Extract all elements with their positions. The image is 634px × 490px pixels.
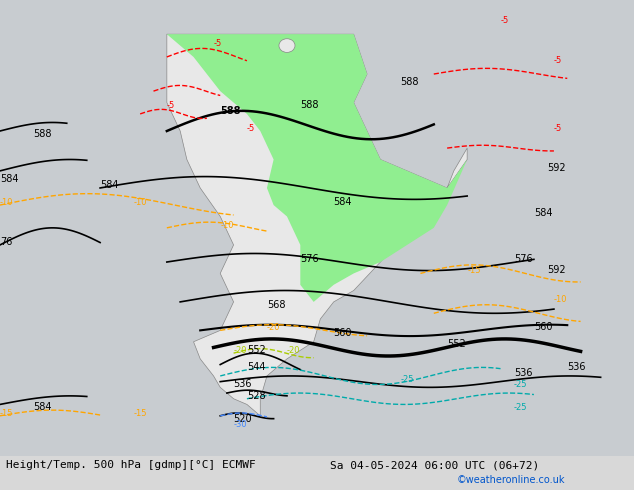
Text: -5: -5	[554, 124, 562, 133]
Text: 560: 560	[333, 328, 352, 338]
Text: 552: 552	[447, 340, 466, 349]
Text: 592: 592	[547, 266, 566, 275]
Polygon shape	[167, 34, 467, 416]
Text: -10: -10	[220, 221, 234, 230]
Text: 584: 584	[100, 180, 119, 190]
Text: 584: 584	[333, 197, 352, 207]
Text: 576: 576	[514, 254, 533, 264]
Text: -20: -20	[287, 346, 301, 355]
Text: 76: 76	[0, 237, 13, 247]
Text: 588: 588	[220, 106, 241, 116]
Text: -25: -25	[401, 375, 414, 384]
Text: 536: 536	[233, 379, 252, 390]
Text: -20: -20	[267, 323, 280, 332]
Text: -30: -30	[233, 420, 247, 429]
Text: 536: 536	[514, 368, 533, 378]
Text: 584: 584	[34, 402, 52, 412]
Text: 560: 560	[534, 322, 552, 332]
Text: 552: 552	[247, 345, 266, 355]
Text: 588: 588	[401, 77, 419, 87]
Text: -5: -5	[214, 39, 222, 48]
Text: -15: -15	[467, 267, 481, 275]
Text: 520: 520	[233, 414, 252, 423]
Text: -5: -5	[167, 101, 175, 110]
Text: -10: -10	[134, 198, 147, 207]
Text: -5: -5	[247, 124, 255, 133]
Text: -5: -5	[500, 16, 508, 25]
Text: -25: -25	[514, 380, 527, 390]
Text: -5: -5	[554, 56, 562, 65]
Text: -10: -10	[0, 198, 13, 207]
Text: Height/Temp. 500 hPa [gdmp][°C] ECMWF: Height/Temp. 500 hPa [gdmp][°C] ECMWF	[6, 461, 256, 470]
Text: -25: -25	[514, 403, 527, 412]
Text: 588: 588	[34, 129, 52, 139]
Text: 584: 584	[0, 174, 18, 184]
Text: 536: 536	[567, 362, 586, 372]
Text: -10: -10	[554, 295, 567, 304]
Text: -20: -20	[233, 346, 247, 355]
Text: -15: -15	[134, 409, 147, 418]
Text: 544: 544	[247, 362, 266, 372]
Text: 576: 576	[301, 254, 319, 264]
Text: Sa 04-05-2024 06:00 UTC (06+72): Sa 04-05-2024 06:00 UTC (06+72)	[330, 461, 539, 470]
Text: 568: 568	[267, 299, 285, 310]
Text: ©weatheronline.co.uk: ©weatheronline.co.uk	[456, 475, 565, 485]
Text: 584: 584	[534, 208, 552, 219]
Polygon shape	[167, 34, 467, 302]
Circle shape	[279, 39, 295, 52]
Text: 588: 588	[301, 100, 319, 110]
Text: -15: -15	[0, 409, 13, 418]
Text: 592: 592	[547, 163, 566, 173]
Text: 528: 528	[247, 391, 266, 401]
